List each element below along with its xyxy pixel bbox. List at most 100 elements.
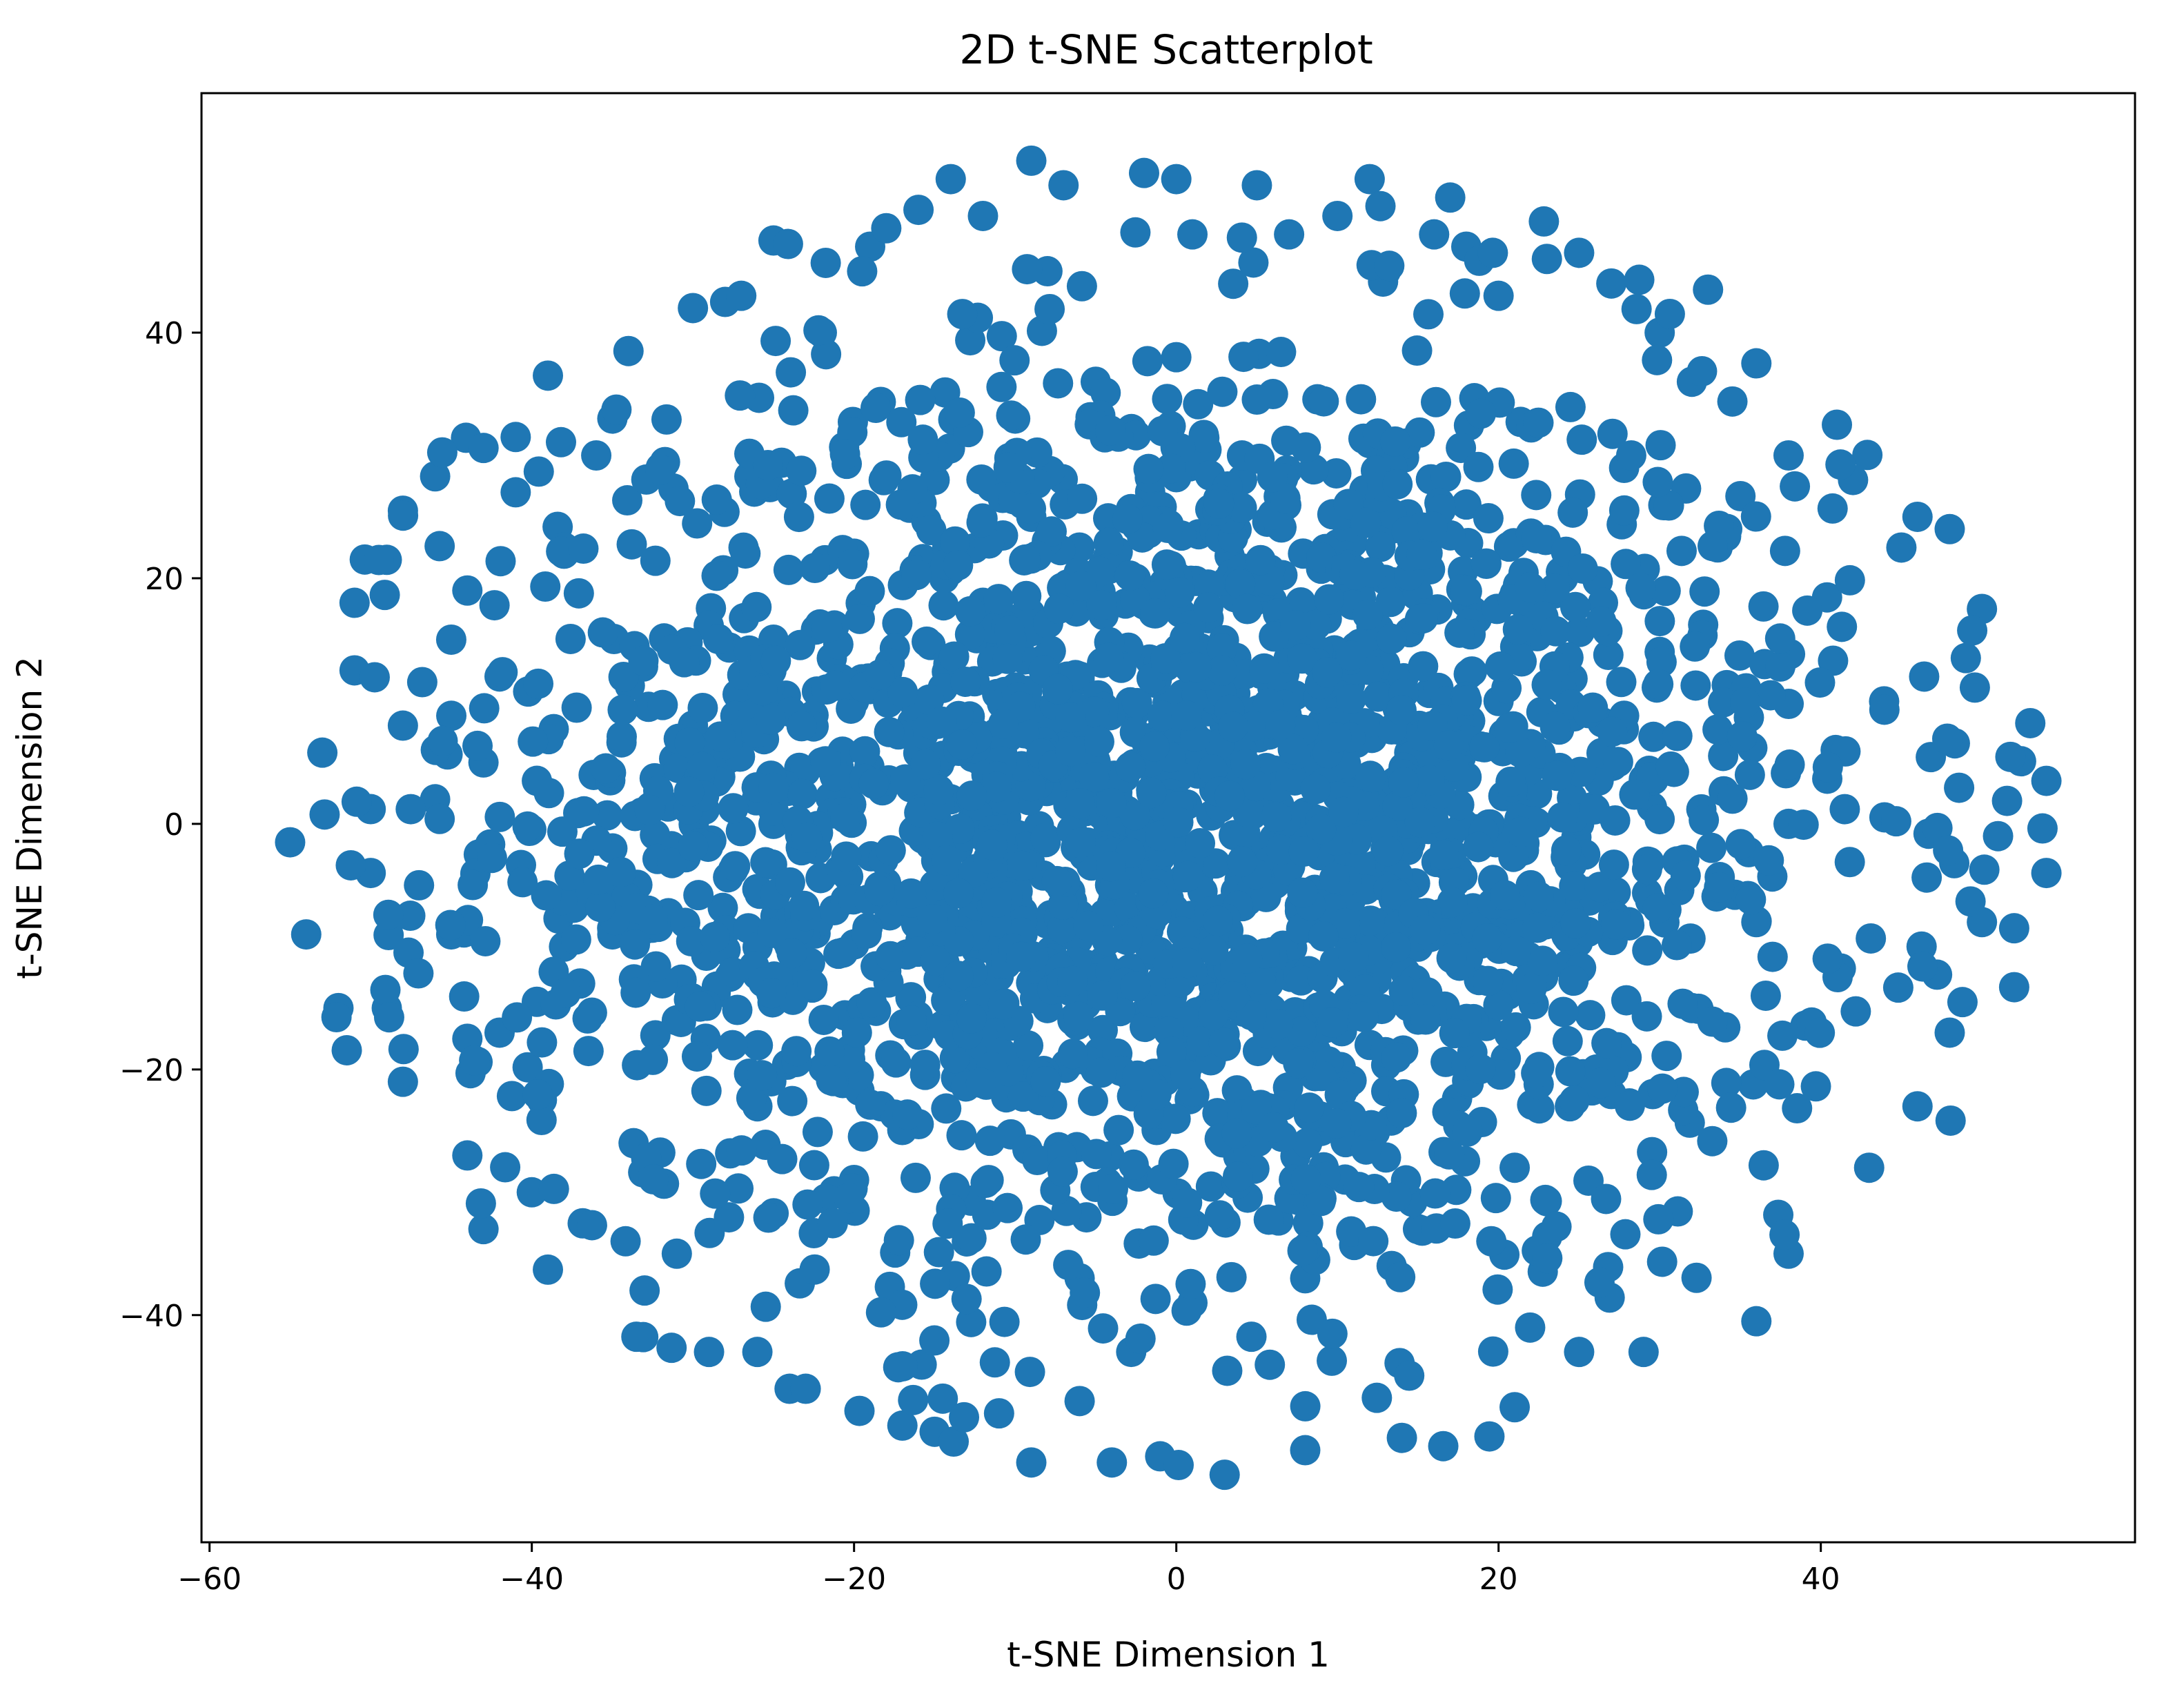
scatter-point [1064, 1386, 1095, 1417]
scatter-point [363, 544, 394, 576]
scatter-point [1096, 851, 1127, 882]
scatter-point [1011, 580, 1042, 611]
scatter-point [1016, 145, 1047, 176]
scatter-point [1645, 430, 1676, 461]
scatter-point [896, 1005, 927, 1036]
scatter-point [1288, 836, 1319, 867]
scatter-point [1606, 667, 1637, 698]
scatter-point [1955, 886, 1986, 917]
scatter-point [1490, 880, 1521, 911]
scatter-point [1258, 1112, 1289, 1143]
scatter-point [1208, 1028, 1239, 1059]
scatter-point [638, 1044, 669, 1075]
scatter-point [1047, 889, 1079, 921]
scatter-point [949, 1402, 980, 1433]
scatter-point [1834, 564, 1865, 596]
scatter-point [1232, 943, 1263, 974]
scatter-point [814, 483, 845, 514]
scatter-point [986, 321, 1017, 352]
scatter-point [1133, 453, 1164, 484]
scatter-point [533, 360, 564, 391]
scatter-point [1152, 384, 1183, 415]
scatter-point [931, 1093, 962, 1124]
scatter-point [1827, 611, 1858, 642]
scatter-point [1312, 657, 1343, 688]
scatter-point [931, 985, 962, 1016]
scatter-point [1473, 503, 1504, 534]
scatter-point [1642, 344, 1673, 375]
scatter-point [560, 924, 591, 955]
scatter-point [1499, 1392, 1531, 1423]
scatter-point [1055, 736, 1086, 767]
scatter-point [538, 1173, 569, 1204]
scatter-point [395, 794, 426, 825]
scatter-point [647, 689, 678, 720]
scatter-point [487, 657, 518, 688]
scatter-point [1088, 1313, 1119, 1344]
scatter-point [561, 692, 592, 723]
scatter-point [1434, 1139, 1465, 1170]
scatter-point [1950, 642, 1981, 673]
scatter-point [1006, 850, 1037, 881]
scatter-point [530, 571, 561, 602]
scatter-point [1419, 1178, 1450, 1209]
scatter-point [922, 821, 953, 852]
scatter-point [1483, 280, 1514, 311]
scatter-point [783, 502, 814, 533]
y-axis-label: t-SNE Dimension 2 [10, 656, 50, 979]
scatter-point [910, 749, 941, 780]
scatter-point [901, 560, 932, 591]
scatter-point [702, 623, 734, 654]
scatter-point [1767, 1020, 1798, 1051]
scatter-point [590, 753, 621, 784]
scatter-point [1680, 670, 1711, 701]
scatter-point [1255, 1349, 1286, 1380]
scatter-point [892, 1099, 923, 1130]
scatter-point [1363, 681, 1394, 712]
scatter-point [1087, 980, 1118, 1011]
scatter-point [1221, 1118, 1252, 1149]
scatter-point [1388, 767, 1419, 798]
scatter-point [1194, 571, 1225, 602]
scatter-point [722, 994, 753, 1025]
scatter-point [1206, 633, 1237, 664]
scatter-point [1388, 976, 1419, 1007]
scatter-point [404, 869, 435, 901]
scatter-point [1013, 1030, 1044, 1061]
scatter-point [435, 624, 466, 655]
scatter-point [1909, 661, 1940, 692]
scatter-point [1348, 1001, 1379, 1032]
scatter-point [1788, 809, 1819, 840]
scatter-point [1150, 642, 1181, 673]
scatter-point [983, 1398, 1014, 1429]
scatter-point [887, 676, 918, 707]
scatter-point [1308, 921, 1339, 952]
scatter-point [1708, 740, 1739, 771]
scatter-point [1406, 539, 1437, 570]
scatter-point [726, 280, 757, 311]
scatter-point [1611, 549, 1642, 580]
scatter-point [1483, 990, 1514, 1021]
scatter-point [1140, 1284, 1171, 1315]
scatter-point [1907, 951, 1938, 982]
scatter-point [661, 1238, 692, 1269]
scatter-point [1171, 1295, 1202, 1326]
scatter-point [1016, 1447, 1047, 1478]
scatter-point [436, 700, 467, 731]
scatter-point [1122, 1060, 1153, 1091]
scatter-point [1711, 1068, 1742, 1099]
scatter-point [665, 486, 696, 517]
scatter-point [1446, 433, 1477, 464]
plot-frame [200, 92, 2136, 1544]
scatter-point [500, 422, 531, 453]
scatter-point [865, 1297, 896, 1328]
scatter-point [1528, 206, 1560, 237]
scatter-point [1290, 1163, 1321, 1194]
scatter-point [687, 692, 718, 723]
scatter-point [1689, 805, 1720, 836]
scatter-point [1214, 780, 1245, 812]
scatter-point [757, 917, 788, 948]
scatter-point [583, 864, 614, 895]
scatter-point [341, 786, 372, 817]
scatter-point [1280, 610, 1311, 641]
